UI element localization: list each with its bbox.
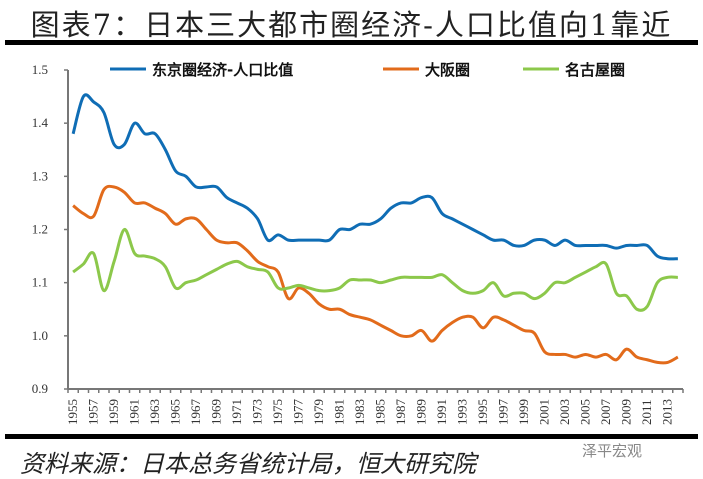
legend-label-2: 名古屋圈 [565,61,625,79]
legend-label-0: 东京圈经济-人口比值 [152,61,293,79]
x-tick-label: 1971 [229,399,244,425]
x-tick-label: 1969 [209,399,224,425]
y-tick-label: 1.5 [32,62,48,77]
x-tick-label: 1997 [496,399,511,426]
x-tick-label: 1979 [311,399,326,425]
x-tick-label: 1983 [352,399,367,425]
x-tick-label: 1995 [475,399,490,425]
y-tick-label: 1.3 [32,168,48,183]
x-tick-label: 2013 [660,399,675,425]
x-tick-label: 2009 [619,399,634,425]
title-divider [5,40,698,45]
x-tick-label: 2007 [598,399,613,426]
x-tick-label: 2011 [639,399,654,425]
footer-divider [5,434,698,439]
x-tick-label: 1973 [250,399,265,425]
x-tick-label: 1965 [168,399,183,425]
series-line-1 [72,184,679,365]
series-line-0 [71,93,678,261]
x-tick-label: 1955 [65,399,80,425]
legend-label-1: 大阪圈 [425,61,470,79]
x-tick-label: 2005 [578,399,593,425]
x-tick-label: 1989 [414,399,429,425]
x-tick-label: 2003 [557,399,572,425]
watermark: 泽平宏观 [582,442,643,460]
source-note: 资料来源：日本总务省统计局，恒大研究院 [20,450,476,478]
x-tick-label: 1961 [127,399,142,425]
y-tick-label: 1.4 [32,115,49,130]
x-tick-label: 1999 [516,399,531,425]
x-tick-label: 1977 [291,399,306,426]
y-tick-label: 1.0 [32,328,48,343]
x-tick-label: 1959 [106,399,121,425]
x-tick-label: 1957 [86,399,101,426]
x-tick-label: 1967 [188,399,203,426]
y-tick-label: 1.1 [32,275,48,290]
x-tick-label: 1963 [147,399,162,425]
x-tick-label: 2001 [537,399,552,425]
x-tick-label: 1993 [455,399,470,425]
x-tick-label: 1981 [332,399,347,425]
y-tick-label: 0.9 [32,381,48,396]
figure-title: 图表7：日本三大都市圈经济-人口比值向1靠近 [30,8,673,42]
series-line-2 [72,227,678,312]
x-tick-label: 1985 [373,399,388,425]
x-tick-label: 1987 [393,399,408,426]
x-tick-label: 1991 [434,399,449,425]
y-tick-label: 1.2 [32,222,48,237]
x-tick-label: 1975 [270,399,285,425]
